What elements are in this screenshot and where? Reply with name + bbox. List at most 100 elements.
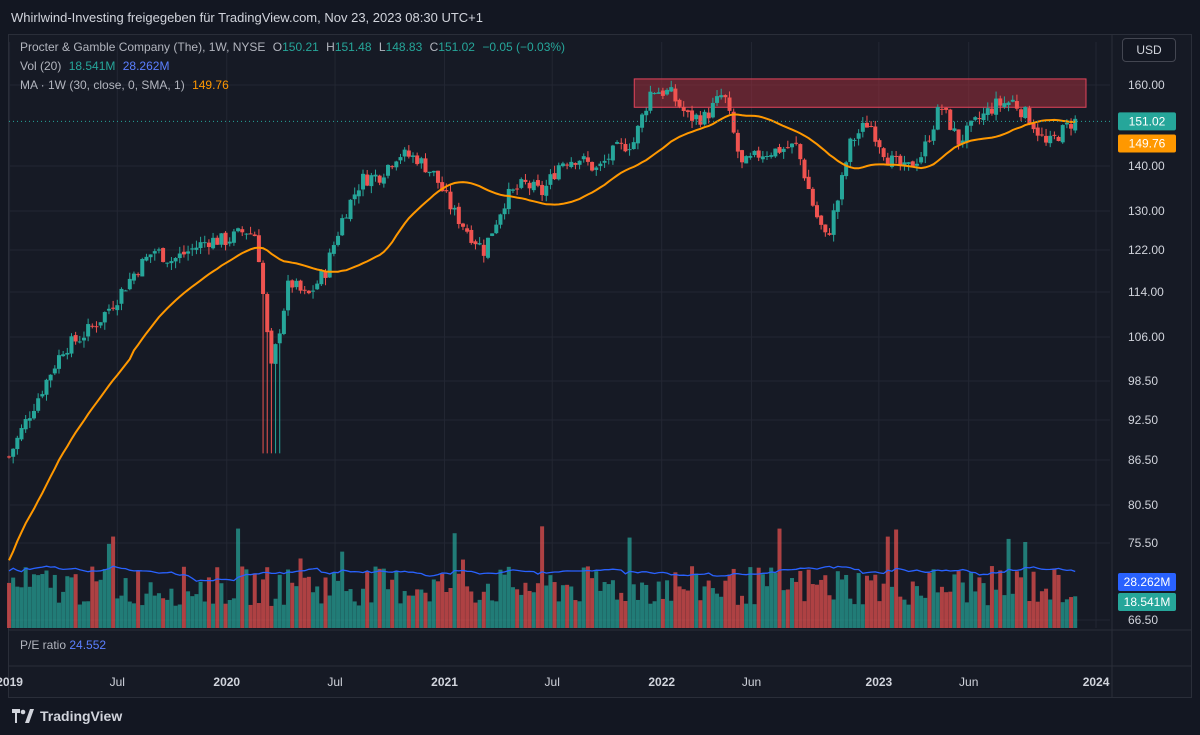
candle-body xyxy=(990,109,994,114)
close-value: 151.02 xyxy=(438,40,475,54)
candle-body xyxy=(99,322,103,325)
tradingview-logo[interactable]: TradingView xyxy=(12,708,122,724)
volume-bar xyxy=(265,567,269,628)
volume-bar xyxy=(757,568,761,628)
volume-bar xyxy=(898,597,902,628)
candle-body xyxy=(569,162,573,167)
candle-body xyxy=(7,456,11,457)
volume-bar xyxy=(723,581,727,628)
volume-label[interactable]: Vol (20) xyxy=(20,59,61,73)
candle-body xyxy=(769,155,773,157)
symbol-name[interactable]: Procter & Gamble Company (The), 1W, NYSE xyxy=(20,40,265,54)
candle-body xyxy=(503,208,507,214)
volume-bar xyxy=(165,600,169,628)
candle-body xyxy=(965,126,969,142)
candle-body xyxy=(153,251,157,253)
volume-bar xyxy=(65,576,69,628)
candle-body xyxy=(553,173,557,179)
symbol-legend: Procter & Gamble Company (The), 1W, NYSE… xyxy=(20,40,569,54)
change-value: −0.05 (−0.03%) xyxy=(482,40,565,54)
volume-bar xyxy=(861,604,865,628)
volume-bar xyxy=(611,580,615,628)
candle-body xyxy=(532,182,536,190)
volume-bar xyxy=(190,596,194,628)
volume-bar xyxy=(74,574,78,628)
volume-value: 18.541M xyxy=(69,59,116,73)
volume-bar xyxy=(1069,597,1073,628)
candle-body xyxy=(619,143,623,144)
x-tick-label: Jul xyxy=(327,675,342,689)
candle-body xyxy=(111,308,115,309)
candle-body xyxy=(482,245,486,256)
volume-bar xyxy=(615,600,619,628)
volume-bar xyxy=(1019,577,1023,628)
candle-body xyxy=(428,172,432,173)
volume-bar xyxy=(952,574,956,628)
candle-body xyxy=(673,89,677,102)
candle-body xyxy=(819,216,823,225)
currency-button[interactable]: USD xyxy=(1122,38,1176,62)
candle-body xyxy=(1036,128,1040,136)
candle-body xyxy=(952,128,956,130)
volume-bar xyxy=(565,585,569,628)
volume-bar xyxy=(124,578,128,628)
candle-body xyxy=(511,189,515,190)
pe-value: 24.552 xyxy=(69,638,106,652)
candle-body xyxy=(49,375,53,381)
volume-ma-value: 28.262M xyxy=(123,59,170,73)
candle-body xyxy=(353,194,357,199)
candle-body xyxy=(486,238,490,258)
volume-bar xyxy=(823,575,827,628)
pe-label[interactable]: P/E ratio xyxy=(20,638,66,652)
volume-bar xyxy=(494,601,498,628)
candle-body xyxy=(269,331,273,364)
candle-body xyxy=(240,229,244,232)
candle-body xyxy=(224,233,228,245)
candle-body xyxy=(807,177,811,189)
volume-bar xyxy=(719,597,723,628)
volume-bar xyxy=(836,571,840,628)
candle-body xyxy=(907,162,911,164)
volume-bar xyxy=(586,566,590,628)
ma-label[interactable]: MA · 1W (30, close, 0, SMA, 1) xyxy=(20,78,185,92)
volume-bar xyxy=(207,577,211,628)
candle-body xyxy=(44,380,48,395)
volume-bar xyxy=(1023,542,1027,628)
candle-body xyxy=(265,294,269,332)
candle-body xyxy=(790,144,794,148)
candle-body xyxy=(303,290,307,291)
candle-body xyxy=(515,189,519,190)
volume-bar xyxy=(40,574,44,628)
volume-bar xyxy=(319,603,323,628)
volume-bar xyxy=(286,570,290,628)
volume-bar xyxy=(448,588,452,628)
volume-bar xyxy=(178,604,182,628)
volume-bar xyxy=(665,580,669,628)
candle-body xyxy=(182,252,186,255)
footer: TradingView xyxy=(0,698,1200,735)
volume-bar xyxy=(7,583,11,628)
y-tick-label: 98.50 xyxy=(1128,374,1158,388)
candle-body xyxy=(28,418,32,421)
volume-bar xyxy=(1015,571,1019,628)
volume-bar xyxy=(911,582,915,628)
candle-body xyxy=(15,438,19,449)
volume-bar xyxy=(686,591,690,628)
volume-bar xyxy=(932,569,936,628)
candle-body xyxy=(11,449,15,457)
candle-body xyxy=(661,91,665,96)
volume-bar xyxy=(798,571,802,628)
volume-bar xyxy=(157,593,161,628)
candle-body xyxy=(57,355,61,369)
x-tick-label: 2019 xyxy=(0,675,23,689)
volume-bar xyxy=(923,598,927,628)
volume-bar xyxy=(969,572,973,628)
volume-bar xyxy=(1048,600,1052,628)
candle-body xyxy=(548,174,552,185)
candle-body xyxy=(1069,124,1073,129)
candle-body xyxy=(69,336,73,353)
volume-bar xyxy=(977,577,981,628)
candle-body xyxy=(136,274,140,275)
candle-body xyxy=(857,133,861,139)
